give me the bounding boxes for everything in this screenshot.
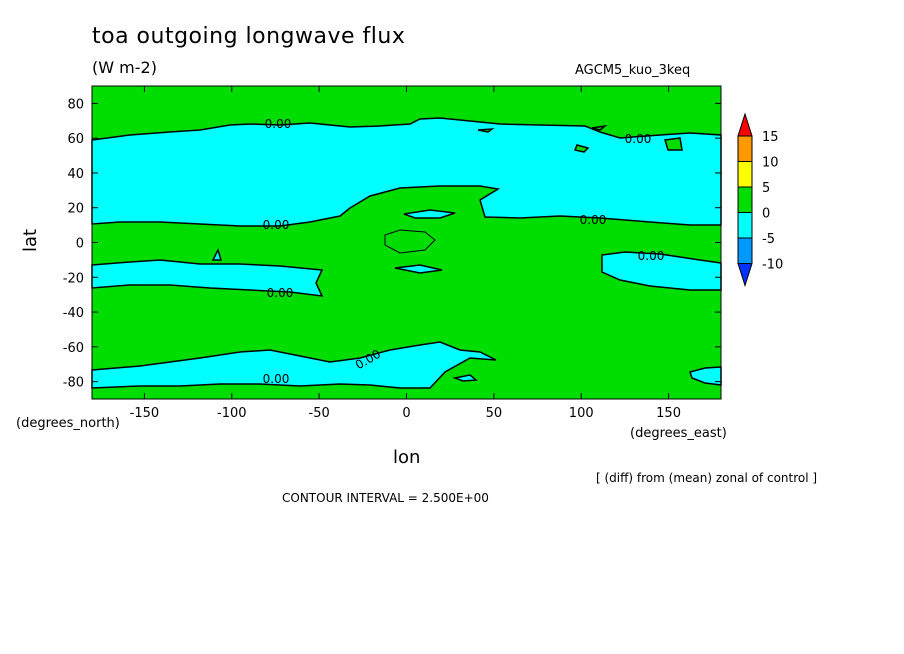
y-tick-label-7: 60 bbox=[67, 132, 84, 147]
contour-label-2: 0.00 bbox=[263, 218, 290, 232]
contour-island-4 bbox=[211, 247, 223, 261]
contour-label-1: 0.00 bbox=[625, 132, 652, 146]
x-tick-label-0: -150 bbox=[130, 406, 160, 421]
y-tick-label-1: -60 bbox=[63, 341, 84, 356]
colorbar-segment-3 bbox=[737, 186, 753, 213]
y-units-label: (degrees_north) bbox=[16, 416, 120, 431]
colorbar-label-0: 15 bbox=[762, 130, 779, 145]
colorbar: 15 10 5 0 -5 -10 bbox=[737, 112, 783, 288]
x-axis-label: lon bbox=[393, 447, 421, 468]
colorbar-label-1: 10 bbox=[762, 156, 779, 171]
contour-label-3: 0.00 bbox=[580, 213, 607, 227]
contour-island-1 bbox=[403, 209, 456, 219]
y-tick-label-8: 80 bbox=[67, 97, 84, 112]
colorbar-segment-4 bbox=[737, 212, 753, 239]
colorbar-segment-2 bbox=[737, 161, 753, 188]
colorbar-top-arrow bbox=[737, 112, 753, 137]
contour-label-0: 0.00 bbox=[265, 117, 292, 131]
dataset-label: AGCM5_kuo_3keq bbox=[575, 63, 691, 78]
colorbar-label-3: 0 bbox=[762, 207, 770, 222]
y-tick-label-2: -40 bbox=[63, 306, 84, 321]
y-tick-label-4: 0 bbox=[76, 237, 84, 252]
x-tick-label-5: 100 bbox=[569, 406, 594, 421]
colorbar-segment-5 bbox=[737, 237, 753, 264]
chart-title: toa outgoing longwave flux bbox=[92, 24, 406, 49]
colorbar-label-4: -5 bbox=[762, 232, 775, 247]
y-tick-label-6: 40 bbox=[67, 167, 84, 182]
contour-label-4: 0.00 bbox=[638, 249, 665, 263]
y-tick-label-0: -80 bbox=[63, 376, 84, 391]
x-units-label: (degrees_east) bbox=[630, 426, 727, 441]
x-tick-label-3: 0 bbox=[402, 406, 410, 421]
colorbar-bottom-arrow bbox=[737, 263, 753, 288]
contour-island-9 bbox=[452, 374, 478, 382]
y-tick-label-5: 20 bbox=[67, 202, 84, 217]
region-south-band bbox=[91, 259, 324, 297]
y-tick-label-3: -20 bbox=[63, 271, 84, 286]
contour-island-3 bbox=[384, 229, 436, 254]
colorbar-segment-1 bbox=[737, 135, 753, 162]
contour-island-7 bbox=[477, 128, 495, 133]
region-antarctic-band bbox=[91, 341, 497, 389]
contour-island-6 bbox=[591, 124, 608, 131]
y-axis-label: lat bbox=[20, 228, 41, 252]
contour-island-8 bbox=[664, 137, 683, 151]
colorbar-label-5: -10 bbox=[762, 258, 783, 273]
chart-units: (W m-2) bbox=[92, 58, 157, 77]
x-tick-label-2: -50 bbox=[309, 406, 330, 421]
x-tick-label-4: 50 bbox=[486, 406, 503, 421]
colorbar-label-2: 5 bbox=[762, 181, 770, 196]
x-tick-label-6: 150 bbox=[656, 406, 681, 421]
x-tick-label-1: -100 bbox=[217, 406, 247, 421]
contour-island-2 bbox=[394, 264, 443, 274]
footnote: [ (diff) from (mean) zonal of control ] bbox=[596, 471, 818, 485]
contour-interval: CONTOUR INTERVAL = 2.500E+00 bbox=[282, 491, 489, 505]
plot-area: 0.000.000.00 0.000.000.000.000.00 -150 -10… bbox=[63, 85, 722, 421]
contour-island-5 bbox=[573, 144, 590, 153]
contour-label-7: 0.00 bbox=[263, 372, 290, 386]
contour-label-5: 0.00 bbox=[267, 286, 294, 300]
